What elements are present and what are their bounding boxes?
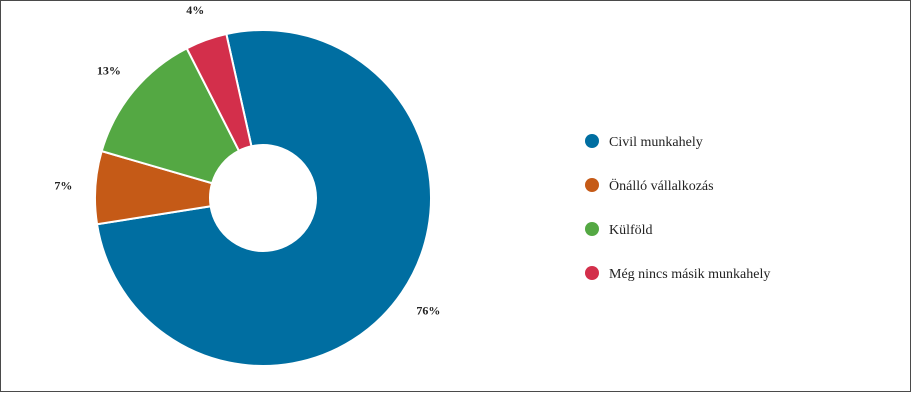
legend-swatch-kulfold	[585, 222, 599, 236]
legend-item-onallo-vallalkozas[interactable]: Önálló vállalkozás	[585, 177, 714, 194]
legend-item-civil-munkahely[interactable]: Civil munkahely	[585, 134, 703, 150]
donut-slices	[94, 29, 432, 367]
value-labels: 76% 7% 13% 4%	[54, 3, 440, 318]
legend-label-meg-nincs-masik-munkahely: Még nincs másik munkahely	[609, 267, 770, 282]
legend-item-kulfold[interactable]: Külföld	[585, 222, 653, 238]
legend-swatch-civil-munkahely	[585, 134, 599, 148]
legend-item-meg-nincs-masik-munkahely[interactable]: Még nincs másik munkahely	[585, 266, 770, 282]
slice-meg-nincs-masik-munkahely[interactable]	[185, 32, 253, 153]
legend-label-kulfold: Külföld	[609, 223, 653, 238]
value-label-civil-munkahely: 76%	[416, 303, 440, 317]
legend-label-civil-munkahely: Civil munkahely	[609, 135, 703, 150]
value-label-kulfold: 13%	[97, 64, 121, 78]
value-label-meg-nincs-masik-munkahely: 4%	[186, 3, 204, 17]
legend-swatch-meg-nincs-masik-munkahely	[585, 266, 599, 280]
legend: Civil munkahely Önálló vállalkozás Külföld…	[585, 134, 770, 282]
legend-swatch-onallo-vallalkozas	[585, 178, 599, 192]
legend-label-onallo-vallalkozas: Önálló vállalkozás	[609, 177, 714, 194]
value-label-onallo-vallalkozas: 7%	[54, 178, 72, 192]
slice-kulfold[interactable]	[100, 46, 241, 185]
slice-civil-munkahely[interactable]	[95, 29, 432, 367]
